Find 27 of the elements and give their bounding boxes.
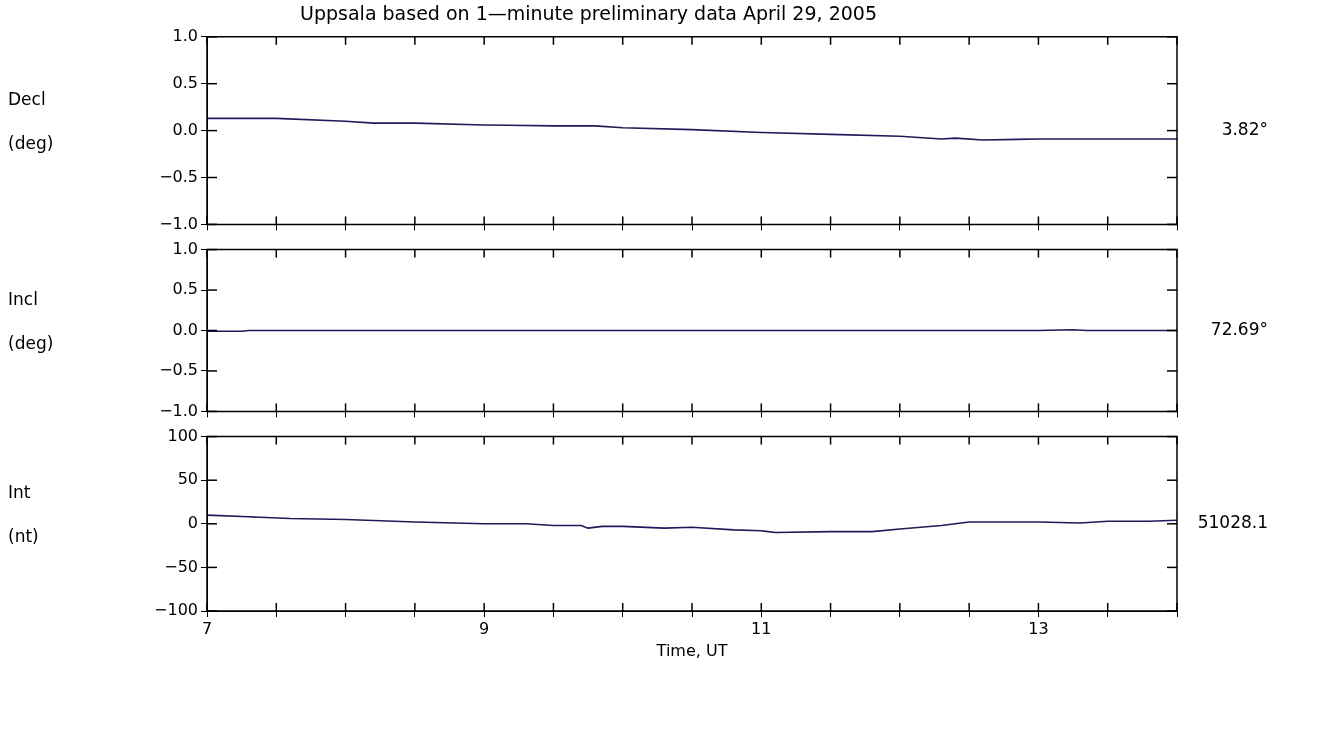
text: Incl (deg)	[8, 288, 54, 353]
y-tick-label: 0.5	[172, 279, 198, 299]
text: 51028.1	[1197, 512, 1268, 533]
text: 3.82°	[1221, 119, 1268, 140]
x-axis-title: Time, UT	[655, 640, 728, 660]
y-tick-label: −100	[154, 600, 198, 620]
y-tick-label: −1.0	[159, 400, 198, 420]
y-tick-label: −0.5	[159, 360, 198, 380]
y-tick-label: 50	[177, 469, 198, 489]
y-tick-label: −1.0	[159, 213, 198, 233]
y-tick-label: 1.0	[172, 238, 198, 258]
y-tick-label: −50	[164, 556, 198, 576]
text: 72.69°	[1210, 318, 1268, 339]
x-tick-label: 7	[201, 618, 213, 638]
text: Decl (deg)	[8, 89, 54, 154]
x-tick-label: 13	[1028, 618, 1049, 638]
y-tick-label: 0.0	[172, 319, 198, 339]
y-tick-label: −0.5	[159, 166, 198, 186]
x-tick-label: 11	[751, 618, 772, 638]
x-tick-label: 9	[479, 618, 490, 638]
chart-title: Uppsala based on 1—minute preliminary data April 29, 2005	[300, 2, 877, 25]
y-tick-label: 1.0	[172, 25, 198, 45]
y-tick-label: 0.0	[172, 119, 198, 139]
y-tick-label: 0	[187, 512, 198, 532]
text: Int (nt)	[8, 482, 39, 547]
y-tick-label: 100	[167, 425, 198, 445]
y-tick-label: 0.5	[172, 72, 198, 92]
